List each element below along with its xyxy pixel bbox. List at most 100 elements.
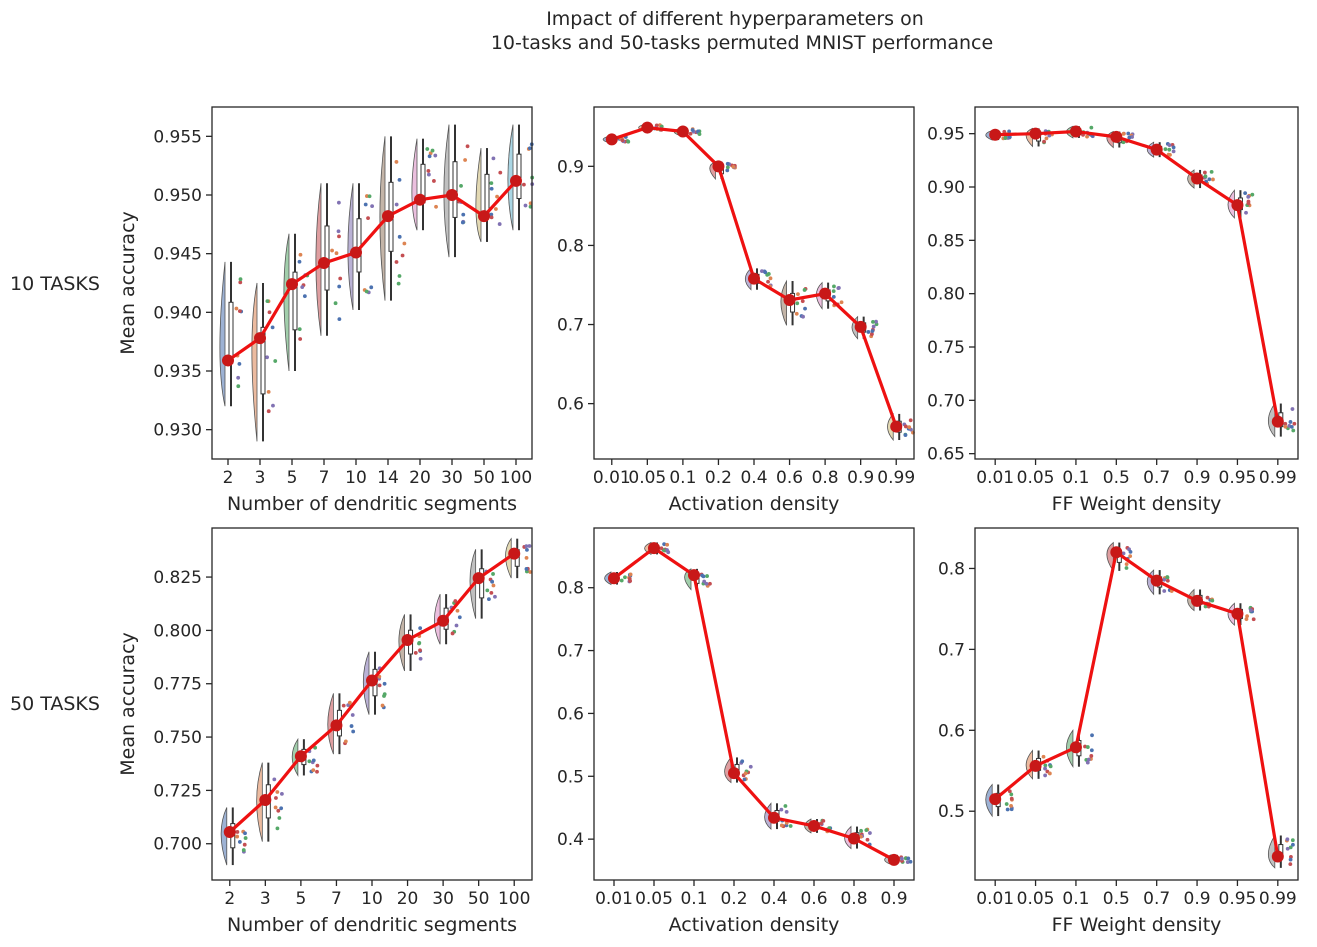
xtick-label-4-6: 20 — [397, 889, 419, 909]
sample-point-2-6-5 — [801, 314, 805, 319]
sample-point-3-6-1 — [1207, 177, 1212, 182]
ytick-label-6-1: 0.5 — [938, 802, 965, 822]
sample-point-3-5-9 — [1163, 147, 1168, 152]
sample-point-2-4-5 — [725, 165, 730, 170]
sample-point-3-5-8 — [1168, 153, 1172, 157]
sample-point-6-3-8 — [1086, 757, 1091, 762]
sample-point-5-1-7 — [628, 572, 633, 577]
sample-point-5-3-6 — [705, 574, 709, 578]
ytick-label-1-5: 0.950 — [153, 186, 202, 206]
xtick-label-2-7: 0.8 — [812, 468, 839, 488]
ytick-label-4-3: 0.750 — [153, 728, 202, 748]
sample-point-4-3-1 — [307, 759, 312, 764]
sample-point-2-5-3 — [768, 276, 773, 281]
sample-point-3-7-9 — [1246, 194, 1251, 199]
sample-point-5-4-7 — [748, 764, 753, 769]
sample-point-1-2-2 — [273, 359, 278, 363]
xtick-label-3-8: 0.99 — [1259, 468, 1297, 488]
mean-point-2-4 — [712, 160, 725, 173]
sample-point-3-4-3 — [1126, 131, 1131, 136]
box-1-2 — [260, 326, 266, 395]
violin-1-7 — [411, 138, 418, 231]
sample-point-1-4-1 — [338, 276, 343, 281]
sample-point-2-9-1 — [908, 418, 913, 423]
sample-point-5-2-6 — [665, 542, 670, 547]
mean-point-3-5 — [1150, 143, 1163, 156]
ytick-label-3-2: 0.70 — [927, 391, 965, 411]
sample-point-5-3-9 — [701, 574, 706, 579]
ytick-label-4-6: 0.825 — [153, 568, 202, 588]
violin-1-5 — [347, 183, 354, 311]
violin-4-7 — [434, 593, 441, 645]
sample-point-4-5-8 — [380, 703, 385, 708]
sample-point-4-4-4 — [347, 700, 352, 705]
xtick-label-6-2: 0.05 — [1017, 889, 1055, 909]
xtick-label-4-8: 50 — [468, 889, 490, 909]
sample-point-3-5-1 — [1171, 149, 1176, 154]
sample-point-6-8-9 — [1291, 842, 1295, 847]
sample-point-3-4-8 — [1127, 135, 1132, 140]
sample-point-4-6-1 — [418, 626, 423, 630]
sample-point-2-7-1 — [839, 300, 844, 305]
sample-point-1-9-3 — [489, 212, 494, 217]
panel-2: 0.60.70.80.90.010.05 0.1 0.2 0.4 0.6 0.8 0.9 0.… — [557, 106, 915, 515]
sample-point-2-6-2 — [796, 292, 800, 297]
mean-point-4-7 — [437, 614, 450, 627]
sample-point-6-8-6 — [1290, 838, 1295, 843]
sample-point-6-8-8 — [1285, 837, 1290, 842]
ytick-label-3-4: 0.80 — [927, 285, 965, 305]
sample-point-3-1-9 — [1002, 129, 1007, 134]
sample-point-4-2-4 — [280, 791, 284, 796]
violin-6-6 — [1187, 588, 1195, 612]
sample-point-1-5-9 — [364, 289, 369, 294]
sample-point-1-8-9 — [460, 220, 465, 225]
sample-point-4-2-9 — [272, 777, 277, 782]
sample-point-5-8-4 — [908, 859, 913, 864]
sample-point-1-6-3 — [396, 281, 401, 286]
sample-point-1-3-5 — [298, 252, 303, 257]
xtick-label-5-3: 0.1 — [680, 889, 707, 909]
sample-point-5-6-4 — [821, 818, 826, 823]
sample-point-2-6-3 — [795, 301, 800, 306]
sample-point-6-7-1 — [1244, 617, 1249, 622]
sample-point-5-7-9 — [868, 831, 872, 835]
xtick-label-6-6: 0.9 — [1184, 889, 1211, 909]
sample-point-5-8-8 — [900, 856, 904, 861]
mean-point-4-8 — [472, 572, 485, 585]
sample-point-2-5-9 — [766, 272, 771, 276]
mean-point-6-4 — [1110, 546, 1123, 559]
sample-point-5-3-7 — [708, 581, 712, 586]
sample-point-2-9-6 — [903, 424, 908, 429]
xtick-label-1-9: 50 — [473, 468, 495, 488]
sample-point-4-8-6 — [485, 588, 490, 593]
ytick-label-5-5: 0.8 — [557, 579, 584, 599]
xtick-label-2-9: 0.99 — [877, 468, 915, 488]
axes-frame-3 — [974, 106, 1299, 460]
xtick-label-1-5: 10 — [345, 468, 367, 488]
xtick-label-5-5: 0.4 — [760, 889, 787, 909]
mean-point-1-3 — [286, 278, 298, 291]
sample-point-1-2-4 — [265, 355, 269, 360]
mean-point-3-6 — [1191, 172, 1204, 185]
mean-point-6-7 — [1231, 607, 1244, 620]
sample-point-3-2-6 — [1044, 136, 1049, 141]
sample-point-3-1-8 — [1003, 136, 1008, 141]
sample-point-3-6-3 — [1209, 170, 1214, 174]
violin-4-6 — [398, 614, 405, 672]
sample-point-1-6-4 — [400, 253, 405, 258]
xtick-label-3-4: 0.5 — [1103, 468, 1130, 488]
ytick-label-2-4: 0.9 — [557, 157, 584, 177]
sample-point-3-3-5 — [1085, 134, 1089, 139]
ytick-label-5-3: 0.6 — [557, 704, 584, 724]
mean-point-3-4 — [1110, 130, 1123, 143]
sample-point-1-6-6 — [397, 234, 402, 239]
xtick-label-3-5: 0.7 — [1143, 468, 1170, 488]
sample-point-3-3-6 — [1089, 125, 1094, 130]
sample-point-1-7-1 — [428, 151, 433, 156]
ytick-label-2-1: 0.6 — [557, 395, 584, 415]
sample-point-1-9-6 — [489, 215, 494, 220]
sample-point-4-9-3 — [525, 547, 529, 552]
ytick-label-3-7: 0.95 — [927, 125, 965, 145]
mean-point-4-5 — [366, 674, 378, 687]
ytick-label-4-2: 0.725 — [153, 781, 202, 801]
